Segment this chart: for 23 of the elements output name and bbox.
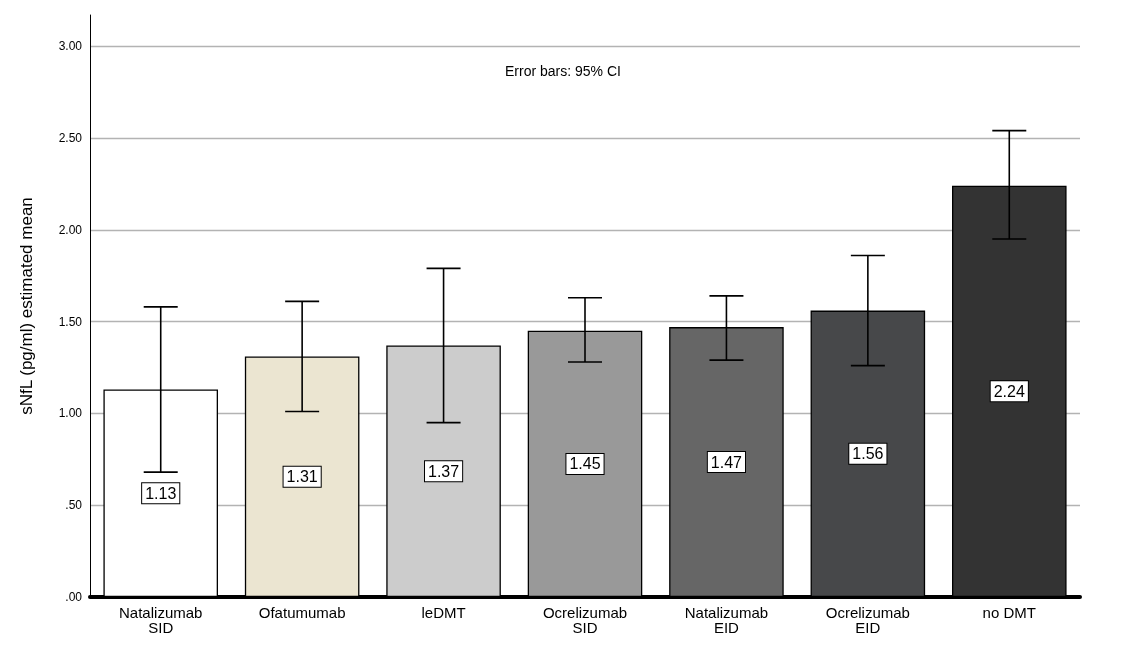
x-tick-label: no DMT [982, 604, 1036, 621]
y-axis-title: sNfL (pg/ml) estimated mean [17, 197, 36, 415]
data-label: 1.56 [852, 445, 884, 463]
data-label: 1.31 [286, 468, 318, 486]
x-tick-label: Natalizumab EID [684, 604, 769, 636]
x-tick-label: Ofatumumab [258, 604, 346, 621]
data-label: 1.45 [569, 455, 601, 473]
y-tick-label: 2.00 [58, 222, 83, 237]
y-tick-label: .50 [65, 498, 83, 513]
y-tick-label: 1.00 [58, 406, 83, 421]
data-label: 1.37 [428, 462, 460, 480]
x-tick-label: Natalizumab SID [119, 604, 203, 636]
y-tick-label: 2.50 [58, 131, 83, 146]
annotation: Error bars: 95% CI [505, 63, 621, 79]
data-label: 2.24 [993, 382, 1025, 400]
x-tick-label: leDMT [421, 604, 466, 621]
data-label: 1.47 [710, 453, 743, 471]
y-tick-label: 1.50 [58, 314, 83, 329]
x-tick-label: Ocrelizumab SID [542, 604, 628, 636]
x-tick-label: Ocrelizumab EID [825, 604, 910, 636]
y-tick-label: .00 [65, 590, 83, 604]
y-tick-label: 3.00 [58, 39, 83, 54]
data-label: 1.13 [145, 484, 177, 502]
